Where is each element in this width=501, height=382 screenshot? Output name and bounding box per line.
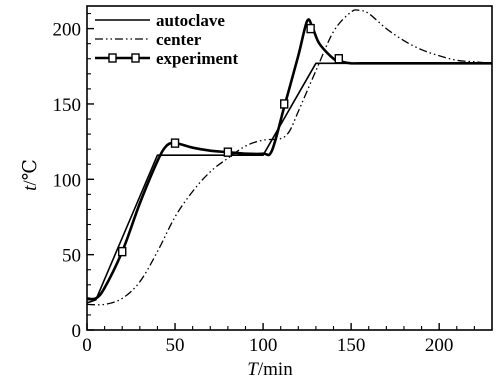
y-tick-label: 200 (53, 20, 82, 41)
experiment-marker (280, 99, 289, 109)
y-axis-title-variable: t (20, 185, 41, 191)
legend-label-center: center (156, 30, 202, 49)
x-axis-title: T/min (247, 359, 293, 380)
x-axis-title-variable: T (247, 359, 259, 380)
y-tick-label: 100 (53, 170, 82, 191)
legend-label-experiment: experiment (156, 49, 238, 68)
legend-label-autoclave: autoclave (156, 11, 225, 30)
y-axis-title-unit: /℃ (20, 159, 41, 186)
plot-lines (86, 9, 493, 306)
legend: autoclave center experiment (95, 11, 238, 68)
x-tick-label: 100 (249, 335, 278, 356)
x-tick-label: 0 (82, 335, 92, 356)
series-line-experiment (86, 18, 492, 301)
x-tick-label: 50 (166, 335, 185, 356)
x-tick-label: 150 (337, 335, 366, 356)
experiment-marker (223, 147, 233, 157)
experiment-markers (118, 23, 344, 257)
experiment-marker (118, 246, 127, 257)
legend-marker-square (108, 53, 117, 63)
experiment-marker (170, 138, 180, 148)
plot-frame (86, 5, 493, 331)
y-tick-label: 50 (62, 246, 81, 267)
ticks (86, 12, 475, 331)
series-line-center (86, 9, 493, 306)
x-tick-label: 200 (425, 335, 454, 356)
experiment-marker (334, 54, 344, 64)
x-axis-title-unit: /min (258, 359, 293, 380)
experiment-marker (306, 23, 315, 34)
y-tick-label: 150 (53, 95, 82, 116)
y-axis-title: t/℃ (20, 159, 41, 191)
axes (86, 5, 493, 331)
tick-labels: 0 50 100 150 200 0 50 100 150 200 (53, 20, 454, 356)
y-tick-label: 0 (72, 321, 82, 342)
legend-marker-square (131, 53, 140, 63)
